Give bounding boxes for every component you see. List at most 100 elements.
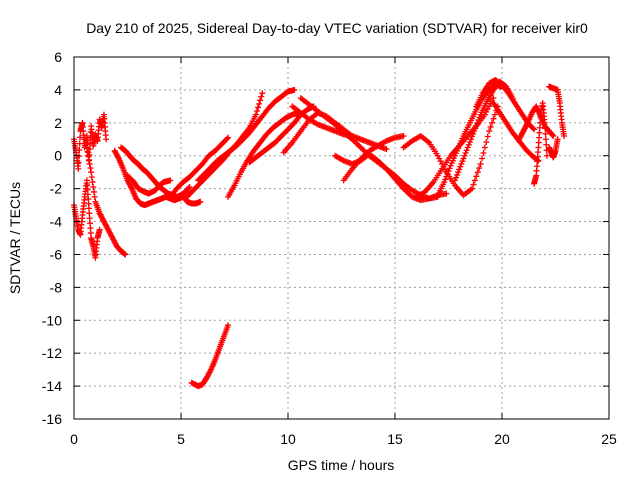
data-point [543,152,550,159]
data-point [480,149,487,156]
data-point [457,163,464,170]
data-point [470,181,477,188]
data-point [86,160,93,167]
data-point [561,132,568,139]
data-point [470,130,477,137]
data-point [456,166,463,173]
data-point [454,171,461,178]
data-point [253,108,260,115]
data-point [474,119,481,126]
data-point [103,136,110,143]
data-point [459,158,466,165]
data-point [197,198,204,205]
data-point [122,251,129,258]
data-point [446,165,453,172]
data-point [96,226,103,233]
data-point [445,168,452,175]
x-tick-label: 5 [177,431,185,447]
data-point [383,146,390,153]
data-point [530,125,537,132]
x-tick-label: 15 [387,431,403,447]
x-tick-labels: 0 5 10 15 20 25 [70,431,617,447]
data-point [458,160,465,167]
series-arc-5h-rise [182,90,266,202]
data-point [455,169,462,176]
data-point [75,159,82,166]
x-axis-label: GPS time / hours [288,457,395,473]
data-point [471,128,478,135]
data-point [477,160,484,167]
y-tick-label: -14 [42,378,62,394]
data-point [464,144,471,151]
data-point [75,153,82,160]
data-point [252,111,259,118]
data-points [71,77,568,390]
data-point [451,177,458,184]
data-point [89,179,96,186]
x-tick-label: 25 [601,431,617,447]
data-point [443,190,450,197]
axis-ticks [73,56,610,420]
data-point [490,115,497,122]
data-point [76,146,83,153]
series-arc-7h-rise [225,109,302,200]
data-point [469,133,476,140]
data-point [472,125,479,132]
data-point [255,104,262,111]
data-point [535,157,542,164]
y-tick-label: -6 [50,246,63,262]
data-point [542,136,549,143]
series-arc-6h-rise [195,86,298,184]
series-arc-21h-scatter [531,100,550,187]
data-point [484,133,491,140]
data-point [491,111,498,118]
data-point [473,173,480,180]
series-arc-2h-c [124,172,174,197]
data-point [554,136,561,143]
data-point [479,155,486,162]
series-arc-22h-high [546,83,568,139]
data-point [259,90,266,97]
series-arc-early-low [71,177,103,261]
data-point [167,177,174,184]
y-tick-label: 4 [54,82,62,98]
data-point [466,139,473,146]
data-point [91,193,98,200]
x-tick-label: 20 [494,431,510,447]
data-point [224,135,231,142]
data-point [481,144,488,151]
y-tick-labels: -16 -14 -12 -10 -8 -6 -4 -2 0 2 4 6 [42,49,62,427]
data-point [460,155,467,162]
y-tick-label: -2 [50,181,63,197]
data-point [452,174,459,181]
data-point [258,93,265,100]
data-point [85,156,92,163]
data-point [225,134,232,141]
data-point [486,128,493,135]
data-point [542,130,549,137]
data-point [186,183,193,190]
series-arc-2h-a [111,147,204,209]
data-point [256,100,263,107]
y-tick-label: -8 [50,279,63,295]
data-point [462,149,469,156]
data-point [87,165,94,172]
data-point [185,184,192,191]
data-point [474,169,481,176]
data-point [549,132,556,139]
data-point [550,132,557,139]
data-point [444,170,451,177]
data-point [476,114,483,121]
data-point [442,176,449,183]
data-point [476,165,483,172]
y-tick-label: -12 [42,345,62,361]
y-axis-label: SDTVAR / TECUs [7,182,23,294]
plot-frame [73,56,610,420]
data-point [542,125,549,132]
data-point [463,147,470,154]
y-tick-label: 6 [54,49,62,65]
y-tick-label: 2 [54,115,62,131]
data-point [531,126,538,133]
data-point [467,136,474,143]
